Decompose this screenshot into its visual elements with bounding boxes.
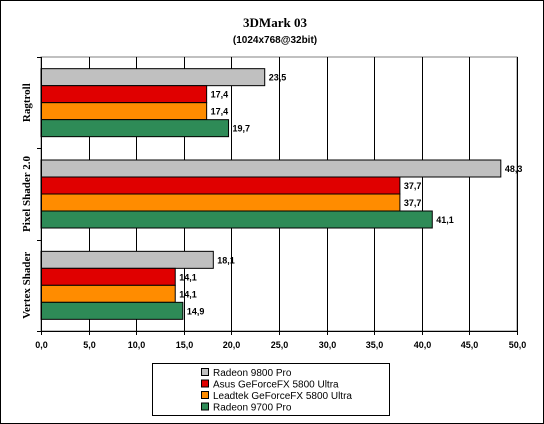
legend-entry: Asus GeForceFX 5800 Ultra (213, 380, 339, 391)
data-label: 14,1 (179, 272, 197, 282)
x-tick-label: 20,0 (223, 340, 241, 350)
x-tick-label: 50,0 (509, 340, 527, 350)
chart-title: 3DMark 03 (243, 15, 307, 30)
data-label: 19,7 (233, 124, 251, 134)
legend-box (152, 363, 390, 416)
bar (40, 85, 208, 104)
chart-subtitle: (1024x768@32bit) (233, 35, 317, 46)
x-tick-label: 30,0 (319, 340, 337, 350)
plot-area: 0,0 5,0 10,0 15,0 20,0 25,0 30,0 35,0 40,0 45,0 50… (21, 56, 527, 350)
bar (40, 68, 266, 87)
data-label: 17,4 (211, 90, 229, 100)
y-category-label: Pixel Shader 2.0 (21, 156, 33, 232)
data-label: 14,1 (179, 289, 197, 299)
x-tick-label: 15,0 (176, 340, 194, 350)
bar (40, 176, 401, 195)
legend-entry: Leadtek GeForceFX 5800 Ultra (213, 391, 352, 402)
x-tick-label: 25,0 (271, 340, 289, 350)
data-label: 41,1 (436, 215, 454, 225)
bar (40, 193, 401, 212)
legend-entry: Radeon 9700 Pro (213, 403, 292, 414)
data-label: 48,3 (505, 164, 523, 174)
legend-swatch (201, 368, 209, 376)
bar (40, 267, 176, 286)
data-label: 23,5 (269, 73, 287, 83)
legend-swatch (201, 402, 209, 411)
data-label: 18,1 (217, 255, 235, 265)
x-tick-label: 35,0 (366, 340, 384, 350)
bar (40, 102, 208, 121)
data-label: 17,4 (211, 107, 229, 117)
x-tick-label: 0,0 (35, 340, 48, 350)
bar (40, 159, 502, 178)
x-tick-label: 10,0 (128, 340, 146, 350)
bar (40, 301, 184, 320)
x-tick-label: 45,0 (461, 340, 479, 350)
y-category-label: Ragtroll (21, 83, 33, 122)
bar (40, 250, 214, 269)
legend-swatch (201, 379, 209, 388)
data-label: 37,7 (404, 198, 422, 208)
data-label: 14,9 (187, 306, 205, 316)
bar (40, 284, 176, 303)
data-label: 37,7 (404, 181, 422, 191)
bar (40, 119, 230, 138)
bar (40, 210, 433, 229)
y-category-label: Vertex Shader (21, 252, 33, 319)
legend-entry: Radeon 9800 Pro (213, 368, 292, 379)
x-tick-label: 5,0 (83, 340, 96, 350)
legend-swatch (201, 391, 209, 399)
x-tick-label: 40,0 (414, 340, 432, 350)
